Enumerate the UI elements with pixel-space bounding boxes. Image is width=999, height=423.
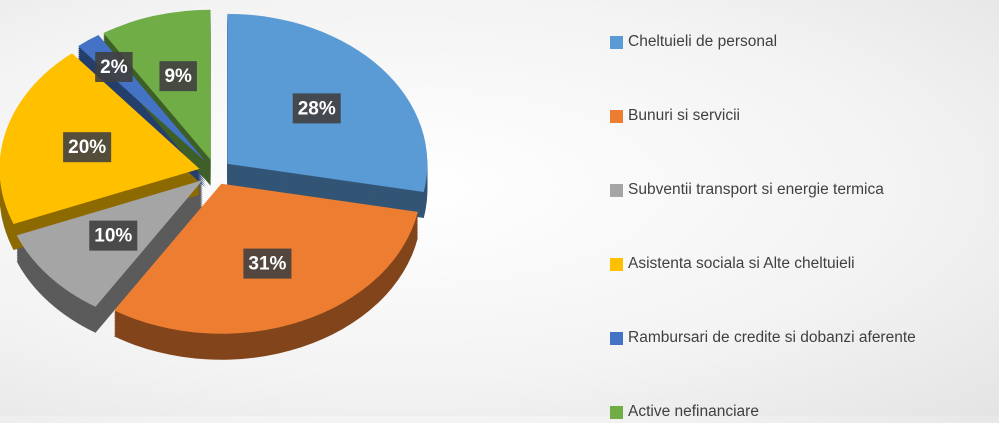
data-label-text: 2% xyxy=(100,57,128,78)
legend-swatch xyxy=(610,184,623,197)
legend-swatch xyxy=(610,406,623,419)
legend-item: Asistenta sociala si Alte cheltuieli xyxy=(610,253,999,275)
slice xyxy=(103,9,211,160)
data-label: 31% xyxy=(243,248,292,279)
data-label-box xyxy=(89,220,138,251)
legend-label: Bunuri si servicii xyxy=(628,107,740,124)
legend-label: Cheltuieli de personal xyxy=(628,33,778,50)
legend: Cheltuieli de personal Bunuri si servicii… xyxy=(610,31,999,423)
pie-chart: 28% 31% 10% 20% 2% 9% xyxy=(0,9,428,360)
legend-item: Bunuri si servicii xyxy=(610,105,999,127)
slices xyxy=(0,9,428,334)
data-label-box xyxy=(159,61,197,92)
data-label-box xyxy=(243,248,292,279)
legend-item: Rambursari de credite si dobanzi aferent… xyxy=(610,327,999,349)
data-labels: 28% 31% 10% 20% 2% 9% xyxy=(63,51,341,279)
legend-label: Asistenta sociala si Alte cheltuieli xyxy=(628,255,855,272)
legend-label: Active nefinanciare xyxy=(628,403,759,420)
legend-swatch xyxy=(610,332,623,345)
data-label: 9% xyxy=(159,61,197,92)
data-label-text: 10% xyxy=(94,226,132,247)
data-label: 10% xyxy=(89,220,138,251)
data-label-box xyxy=(63,132,112,163)
legend-swatch xyxy=(610,110,623,123)
data-label-text: 31% xyxy=(248,254,286,275)
data-label-text: 9% xyxy=(164,66,192,87)
data-label-text: 28% xyxy=(298,98,336,119)
legend-label: Subventii transport si energie termica xyxy=(628,181,884,198)
legend-label: Rambursari de credite si dobanzi aferent… xyxy=(628,329,916,346)
legend-item: Cheltuieli de personal xyxy=(610,31,999,53)
data-label-box xyxy=(95,51,133,82)
legend-item: Active nefinanciare xyxy=(610,401,999,423)
data-label: 28% xyxy=(292,93,341,124)
data-label-text: 20% xyxy=(68,137,106,158)
data-label: 2% xyxy=(95,51,133,82)
legend-item: Subventii transport si energie termica xyxy=(610,179,999,201)
data-label-box xyxy=(292,93,341,124)
legend-swatch xyxy=(610,36,623,49)
data-label: 20% xyxy=(63,132,112,163)
legend-swatch xyxy=(610,258,623,271)
